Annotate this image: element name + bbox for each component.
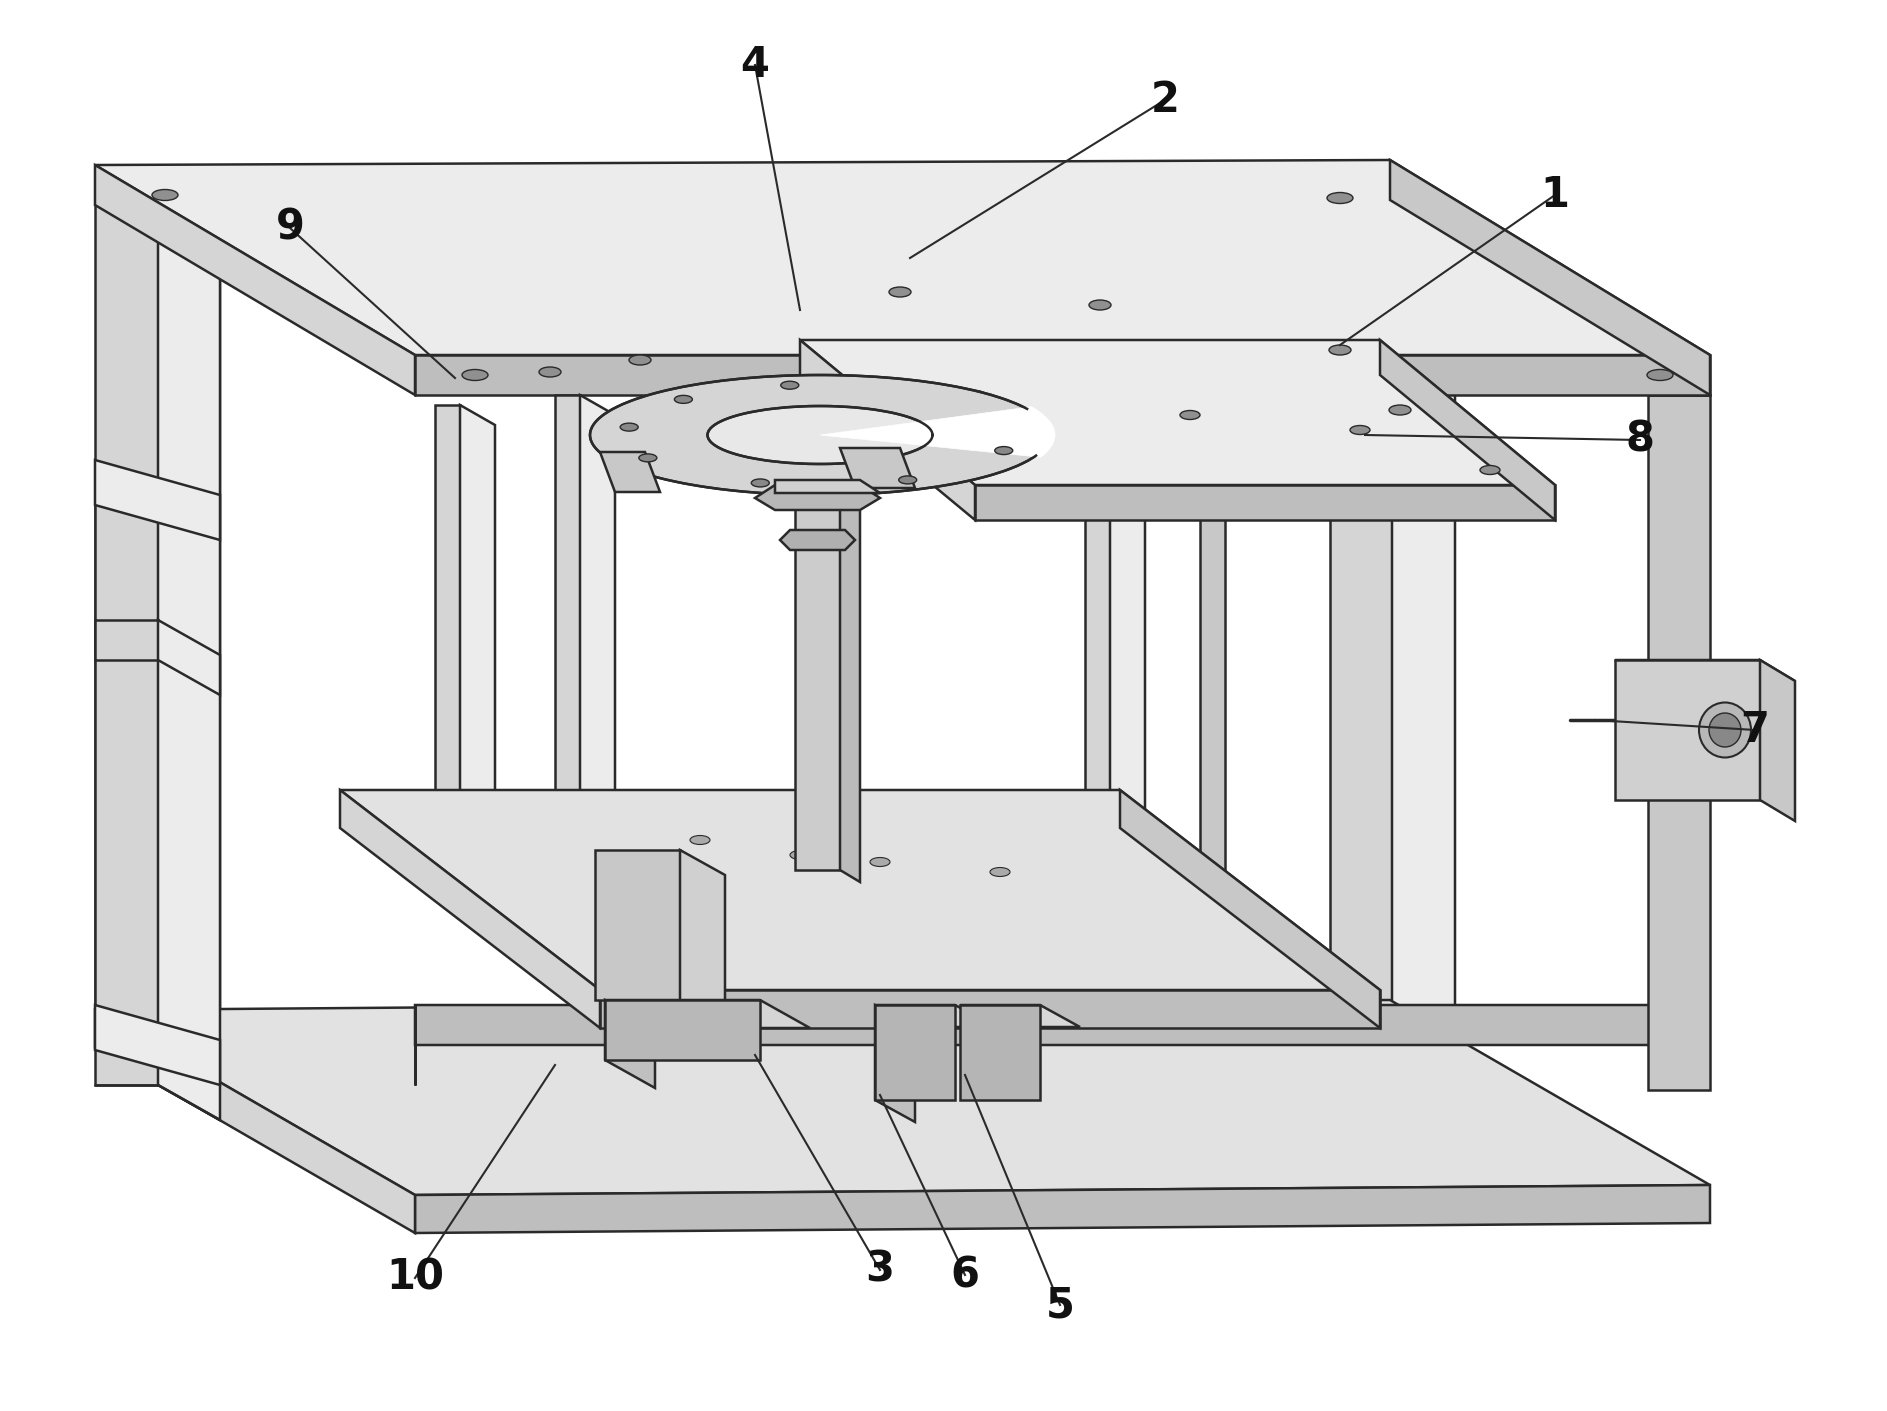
Polygon shape (94, 1000, 1710, 1195)
Polygon shape (960, 1005, 1079, 1027)
Polygon shape (606, 1000, 655, 1088)
Polygon shape (1085, 399, 1110, 875)
Polygon shape (779, 531, 855, 550)
Ellipse shape (898, 476, 917, 484)
Polygon shape (594, 849, 679, 1000)
Polygon shape (960, 1005, 1040, 1101)
Text: 8: 8 (1625, 419, 1655, 461)
Polygon shape (1110, 399, 1145, 890)
Ellipse shape (674, 395, 693, 404)
Ellipse shape (991, 450, 1010, 460)
Ellipse shape (540, 367, 560, 377)
Ellipse shape (621, 423, 638, 432)
Text: 7: 7 (1740, 708, 1770, 751)
Polygon shape (606, 1000, 810, 1029)
Polygon shape (159, 205, 221, 1120)
Polygon shape (600, 452, 660, 492)
Polygon shape (776, 480, 879, 492)
Polygon shape (755, 485, 879, 509)
Polygon shape (415, 1185, 1710, 1233)
Polygon shape (579, 395, 615, 885)
Ellipse shape (708, 406, 932, 464)
Ellipse shape (462, 370, 489, 381)
Ellipse shape (691, 835, 710, 845)
Ellipse shape (994, 446, 1013, 454)
Polygon shape (876, 1005, 955, 1101)
Text: 2: 2 (1151, 79, 1179, 121)
Polygon shape (340, 790, 600, 1029)
Polygon shape (1615, 660, 1795, 682)
Polygon shape (1330, 200, 1393, 1091)
Polygon shape (94, 505, 159, 1005)
Ellipse shape (1698, 703, 1751, 758)
Polygon shape (460, 405, 494, 895)
Ellipse shape (1328, 346, 1351, 356)
Polygon shape (1761, 660, 1795, 821)
Ellipse shape (1349, 426, 1370, 435)
Polygon shape (976, 485, 1555, 521)
Polygon shape (340, 790, 1379, 991)
Ellipse shape (830, 381, 849, 389)
Polygon shape (800, 340, 976, 521)
Ellipse shape (781, 381, 798, 389)
Text: 3: 3 (866, 1249, 894, 1291)
Ellipse shape (1089, 301, 1111, 310)
Text: 9: 9 (276, 207, 304, 248)
Text: 4: 4 (740, 44, 770, 86)
Polygon shape (1391, 159, 1710, 395)
Polygon shape (415, 356, 1710, 395)
Ellipse shape (1179, 411, 1200, 419)
Polygon shape (555, 395, 579, 875)
Ellipse shape (1389, 405, 1411, 415)
Polygon shape (159, 619, 221, 696)
Polygon shape (821, 406, 1055, 457)
Ellipse shape (591, 375, 1049, 495)
Polygon shape (1200, 405, 1225, 875)
Ellipse shape (751, 478, 770, 487)
Polygon shape (94, 165, 415, 395)
Polygon shape (840, 490, 860, 882)
Polygon shape (800, 340, 1555, 485)
Polygon shape (94, 159, 1710, 356)
Polygon shape (1379, 340, 1555, 521)
Polygon shape (94, 1005, 221, 1085)
Polygon shape (600, 991, 1379, 1029)
Text: 1: 1 (1540, 174, 1570, 216)
Polygon shape (94, 1010, 415, 1233)
Ellipse shape (1479, 466, 1500, 474)
Ellipse shape (640, 454, 657, 461)
Text: 5: 5 (1045, 1284, 1074, 1326)
Polygon shape (606, 1000, 760, 1060)
Polygon shape (159, 205, 221, 1120)
Polygon shape (1393, 200, 1455, 1127)
Polygon shape (1121, 790, 1379, 1029)
Ellipse shape (870, 858, 891, 866)
Polygon shape (876, 1005, 915, 1122)
Ellipse shape (791, 851, 810, 859)
Polygon shape (415, 1005, 1710, 1046)
Ellipse shape (991, 868, 1010, 876)
Polygon shape (1647, 395, 1710, 1091)
Polygon shape (1615, 660, 1761, 800)
Ellipse shape (964, 391, 985, 399)
Ellipse shape (889, 286, 911, 296)
Ellipse shape (153, 189, 177, 200)
Polygon shape (94, 205, 159, 1085)
Polygon shape (679, 849, 725, 1024)
Ellipse shape (628, 356, 651, 365)
Ellipse shape (1647, 370, 1674, 381)
Text: 6: 6 (951, 1254, 979, 1295)
Polygon shape (840, 449, 915, 488)
Polygon shape (794, 490, 840, 871)
Ellipse shape (1710, 713, 1742, 746)
Polygon shape (876, 1005, 994, 1027)
Polygon shape (94, 619, 159, 660)
Polygon shape (436, 405, 460, 875)
Text: 10: 10 (387, 1257, 443, 1300)
Polygon shape (94, 460, 221, 540)
Ellipse shape (1327, 192, 1353, 203)
